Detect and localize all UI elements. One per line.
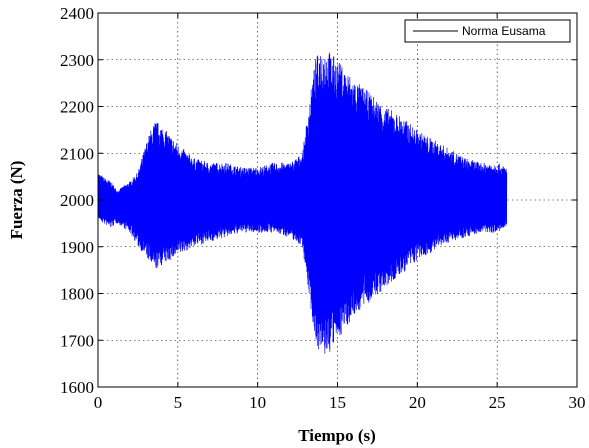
y-tick-label: 1800 bbox=[60, 285, 94, 304]
legend-box bbox=[404, 19, 571, 43]
tick-labels: 0 5 10 15 20 25 30 1600 1700 1800 1900 2000 2100 2200… bbox=[60, 4, 586, 412]
x-tick-label: 0 bbox=[94, 393, 103, 412]
y-tick-label: 1600 bbox=[60, 378, 94, 397]
y-tick-label: 2200 bbox=[60, 98, 94, 117]
x-tick-label: 20 bbox=[409, 393, 426, 412]
x-tick-label: 25 bbox=[489, 393, 506, 412]
y-tick-label: 2400 bbox=[60, 4, 94, 23]
plot-area bbox=[97, 52, 508, 354]
x-axis-title: Tiempo (s) bbox=[298, 426, 376, 445]
x-tick-label: 5 bbox=[174, 393, 183, 412]
y-tick-label: 2300 bbox=[60, 51, 94, 70]
y-tick-label: 1900 bbox=[60, 238, 94, 257]
y-tick-label: 2100 bbox=[60, 144, 94, 163]
y-tick-label: 1700 bbox=[60, 331, 94, 350]
legend-label: Norma Eusama bbox=[462, 24, 546, 38]
y-axis-title: Fuerza (N) bbox=[7, 161, 26, 240]
x-tick-label: 30 bbox=[569, 393, 586, 412]
x-tick-label: 10 bbox=[249, 393, 266, 412]
y-tick-label: 2000 bbox=[60, 191, 94, 210]
axis-ticks bbox=[97, 12, 578, 388]
legend: Norma Eusama bbox=[404, 19, 571, 43]
x-tick-label: 15 bbox=[329, 393, 346, 412]
series-line-norma-eusama bbox=[97, 52, 508, 354]
